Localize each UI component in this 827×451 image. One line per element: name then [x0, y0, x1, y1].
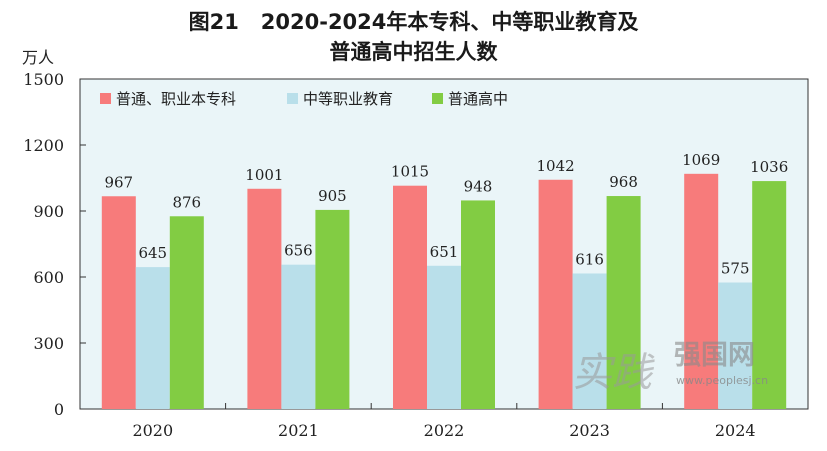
- bar: [281, 264, 316, 409]
- chart-title-line1: 图21 2020-2024年本专科、中等职业教育及: [0, 9, 827, 35]
- y-tick-label: 600: [33, 268, 64, 287]
- data-label: 1015: [391, 163, 429, 181]
- data-label: 968: [609, 173, 638, 191]
- data-label: 651: [430, 243, 459, 261]
- data-label: 616: [575, 250, 604, 268]
- y-tick-label: 1500: [23, 70, 64, 89]
- bar: [169, 216, 204, 409]
- legend-swatch: [287, 93, 298, 104]
- bar: [684, 173, 719, 409]
- x-tick-label: 2023: [569, 421, 610, 440]
- legend-swatch: [432, 93, 443, 104]
- x-tick-label: 2024: [715, 421, 756, 440]
- y-tick-label: 1200: [23, 136, 64, 155]
- data-label: 575: [721, 260, 750, 278]
- bar: [315, 209, 350, 409]
- bar: [752, 181, 787, 409]
- data-label: 948: [464, 177, 493, 195]
- bar: [572, 273, 607, 409]
- chart-title-line2: 普通高中招生人数: [329, 40, 498, 64]
- data-label: 967: [104, 173, 133, 191]
- figure-label: 图21: [188, 10, 239, 34]
- watermark: 实践 强国网 www.peoplesj.cn: [572, 340, 768, 396]
- watermark-text: 强国网: [674, 340, 755, 371]
- legend-label: 普通高中: [448, 90, 508, 108]
- data-label: 1036: [750, 158, 788, 176]
- data-label: 1042: [537, 157, 575, 175]
- bar: [393, 185, 427, 409]
- bar: [606, 196, 641, 409]
- y-axis-unit: 万人: [22, 48, 54, 67]
- bar: [101, 196, 136, 409]
- data-label: 1069: [682, 151, 720, 169]
- x-tick-label: 2021: [278, 421, 319, 440]
- data-label: 645: [138, 244, 167, 262]
- bar: [247, 188, 282, 409]
- x-tick-label: 2022: [424, 421, 465, 440]
- legend-label: 普通、职业本专科: [116, 90, 236, 108]
- bar: [538, 179, 573, 409]
- x-tick-label: 2020: [132, 421, 173, 440]
- data-label: 656: [284, 242, 313, 260]
- watermark-text: 实践: [572, 350, 655, 396]
- legend-swatch: [100, 93, 111, 104]
- axes-group: 0 300 600 900 1200 1500 2020 2021 2022 2023 2024: [23, 70, 755, 440]
- data-label: 1001: [245, 166, 283, 184]
- legend-label: 中等职业教育: [303, 90, 393, 108]
- data-label: 876: [172, 193, 201, 211]
- legend: 普通、职业本专科 中等职业教育 普通高中: [100, 90, 508, 108]
- y-tick-label: 900: [33, 202, 64, 221]
- watermark-url: www.peoplesj.cn: [676, 374, 768, 387]
- title-text-1: 2020-2024年本专科、中等职业教育及: [260, 10, 639, 34]
- y-tick-label: 0: [54, 400, 64, 419]
- bars-group: [101, 173, 787, 409]
- data-labels-group: 967 645 876 1001 656 905 1015 651 948 1042 616 968 1…: [104, 151, 788, 278]
- bar: [427, 265, 461, 409]
- bar: [135, 267, 170, 409]
- data-label: 905: [318, 187, 347, 205]
- y-tick-label: 300: [33, 334, 64, 353]
- bar: [718, 282, 753, 409]
- bar: [461, 200, 495, 409]
